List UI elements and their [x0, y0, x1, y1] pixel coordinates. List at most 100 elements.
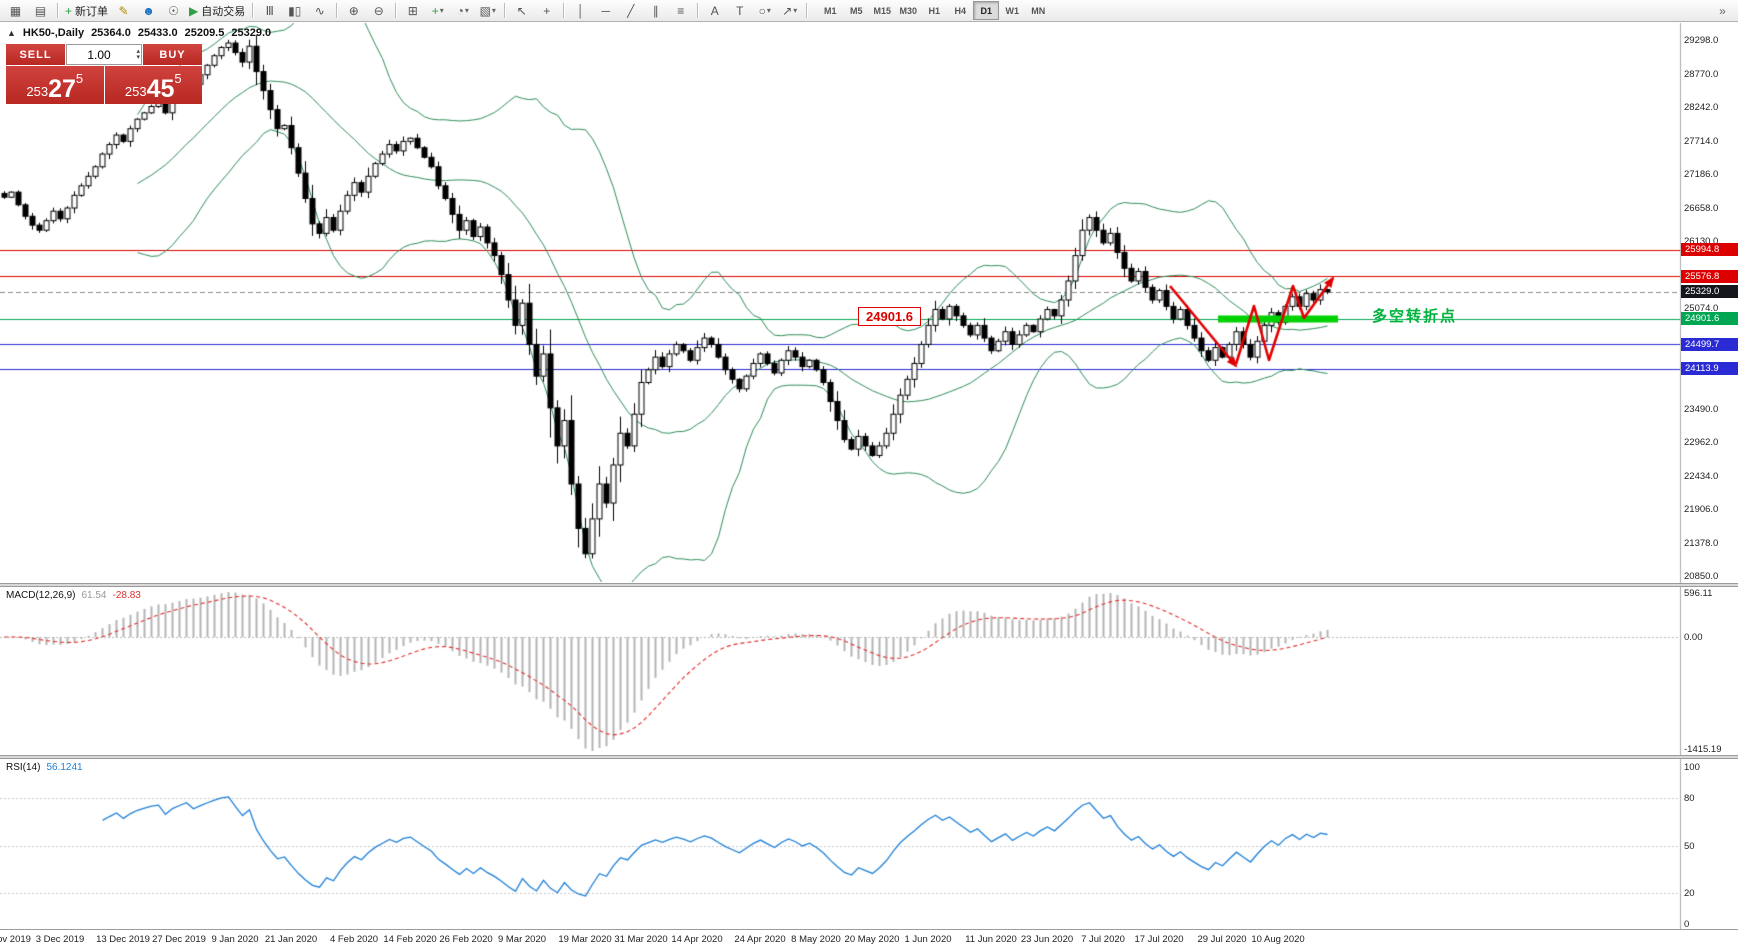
zoom-in-icon: ⊕	[348, 3, 359, 18]
symbol-period-label: HK50-,Daily	[22, 27, 85, 39]
text-label-button[interactable]: T	[727, 1, 752, 21]
timeframe-button-d1[interactable]: D1	[973, 1, 1000, 20]
toolbar-separator	[252, 3, 254, 18]
rsi-axis-label: 50	[1684, 840, 1695, 852]
sell-price[interactable]: 253 27 5	[6, 66, 104, 104]
text-button[interactable]: A	[702, 1, 727, 21]
date-axis-label: 23 Jun 2020	[1020, 934, 1074, 945]
timeframe-button-m30[interactable]: M30	[899, 5, 917, 16]
toolbar: ▦ ▤ + 新订单 ✎ ☻ ☉ ▶ 自动交易 Ⅲ ▮▯ ∿ ⊕ ⊖ ⊞ + ▾ ◔…	[0, 0, 1738, 22]
panel-splitter[interactable]	[0, 755, 1738, 759]
price-axis-label: 26130.0	[1684, 236, 1719, 247]
new-chart-button[interactable]: ▦	[3, 1, 28, 21]
price-axis-label: 20850.0	[1684, 571, 1719, 582]
auto-trading-button[interactable]: ▶ 自动交易	[186, 1, 248, 21]
new-order-button[interactable]: + 新订单	[62, 1, 111, 21]
arrows-icon: ↗	[782, 3, 793, 18]
buy-button[interactable]: BUY	[143, 44, 202, 65]
price-annotation-label[interactable]: 24901.6	[858, 307, 921, 326]
price-badge: 24113.9	[1681, 362, 1738, 376]
price-axis-label: 21378.0	[1684, 537, 1719, 549]
timeframe-button-mn[interactable]: MN	[1031, 5, 1046, 16]
text-label-icon: T	[736, 3, 744, 18]
timeframe-button-m1[interactable]: M1	[823, 5, 837, 16]
bar-chart-button[interactable]: Ⅲ	[257, 1, 282, 21]
one-click-collapse-icon[interactable]: ▲	[7, 28, 16, 38]
shapes-button[interactable]: ○ ▾	[752, 1, 777, 21]
timeframe-button-m5[interactable]: M5	[849, 5, 863, 16]
close-value: 25329.0	[231, 27, 272, 39]
volume-up-icon[interactable]: ▴	[136, 47, 140, 55]
horizontal-line-button[interactable]: ─	[593, 1, 618, 21]
periods-icon: ◔	[456, 3, 464, 18]
low-value: 25209.5	[184, 27, 225, 39]
date-axis-label: 9 Mar 2020	[497, 934, 547, 945]
timeframe-button-h1[interactable]: H1	[928, 5, 940, 16]
channel-icon: ∥	[652, 3, 659, 18]
navigator-button[interactable]: ☻	[136, 1, 161, 21]
trendline-button[interactable]: ╱	[618, 1, 643, 21]
dropdown-icon: ▾	[793, 6, 798, 15]
chart-ohlc-header: ▲ HK50-,Daily 25364.0 25433.0 25209.5 25…	[7, 27, 271, 39]
shapes-icon: ○	[758, 3, 766, 18]
toolbar-overflow-icon[interactable]: »	[1719, 3, 1726, 18]
sell-price-big: 27	[48, 74, 76, 103]
volume-input[interactable]	[67, 46, 141, 63]
date-axis-label: 10 Aug 2020	[1251, 934, 1305, 945]
templates-icon: ▧	[479, 3, 491, 18]
panel-splitter[interactable]	[0, 583, 1738, 587]
zoom-out-button[interactable]: ⊖	[366, 1, 391, 21]
sell-button[interactable]: SELL	[6, 44, 65, 65]
new-order-label: 新订单	[75, 5, 109, 18]
info-button[interactable]: ☉	[161, 1, 186, 21]
price-axis-label: 27186.0	[1684, 169, 1719, 180]
price-axis-label: 23490.0	[1684, 403, 1719, 415]
profiles-icon: ▤	[34, 3, 47, 18]
turning-point-annotation[interactable]: 多空转折点	[1372, 308, 1458, 325]
price-axis-label: 27714.0	[1684, 135, 1719, 147]
arrows-button[interactable]: ↗ ▾	[777, 1, 802, 21]
dropdown-icon: ▾	[491, 6, 496, 15]
toolbar-separator	[395, 3, 397, 18]
line-chart-button[interactable]: ∿	[307, 1, 332, 21]
zoom-in-button[interactable]: ⊕	[341, 1, 366, 21]
buy-price-prefix: 253	[124, 84, 147, 99]
line-chart-icon: ∿	[314, 3, 325, 18]
rsi-axis-label: 100	[1684, 762, 1700, 773]
cursor-button[interactable]: ↖	[509, 1, 534, 21]
fibonacci-button[interactable]: ≡	[668, 1, 693, 21]
volume-box: ▴ ▾	[66, 44, 142, 65]
templates-button[interactable]: ▧ ▾	[475, 1, 500, 21]
one-click-trading-panel: SELL ▴ ▾ BUY 253 27 5 253 45 5	[6, 44, 202, 104]
price-badge: 25994.8	[1681, 243, 1738, 257]
vertical-line-button[interactable]: │	[568, 1, 593, 21]
cursor-icon: ↖	[516, 3, 527, 18]
timeframe-button-w1[interactable]: W1	[1005, 5, 1020, 16]
macd-name: MACD(12,26,9)	[6, 590, 76, 601]
rsi-value: 56.1241	[46, 762, 83, 773]
timeframe-button-m15[interactable]: M15	[873, 5, 891, 16]
new-chart-icon: ▦	[9, 3, 22, 18]
macd-value: 61.54	[81, 590, 107, 601]
date-axis-label: 20 May 2020	[844, 934, 900, 945]
crosshair-button[interactable]: +	[534, 1, 559, 21]
volume-down-icon[interactable]: ▾	[136, 53, 140, 61]
rsi-axis-label: 80	[1684, 793, 1695, 805]
toolbar-separator	[697, 3, 699, 18]
candle-chart-button[interactable]: ▮▯	[282, 1, 307, 21]
indicators-button[interactable]: + ▾	[425, 1, 450, 21]
buy-price[interactable]: 253 45 5	[104, 66, 202, 104]
channel-button[interactable]: ∥	[643, 1, 668, 21]
tile-windows-button[interactable]: ⊞	[400, 1, 425, 21]
macd-axis-min: -1415.19	[1684, 744, 1722, 755]
periods-button[interactable]: ◔ ▾	[450, 1, 475, 21]
timeframe-button-h4[interactable]: H4	[954, 5, 966, 16]
price-axis-label: 28770.0	[1684, 68, 1719, 80]
date-axis-label: 21 Nov 2019	[0, 934, 31, 945]
metaeditor-button[interactable]: ✎	[111, 1, 136, 21]
text-icon: A	[710, 3, 719, 18]
profiles-button[interactable]: ▤	[28, 1, 53, 21]
date-axis-label: 29 Jul 2020	[1197, 934, 1247, 945]
